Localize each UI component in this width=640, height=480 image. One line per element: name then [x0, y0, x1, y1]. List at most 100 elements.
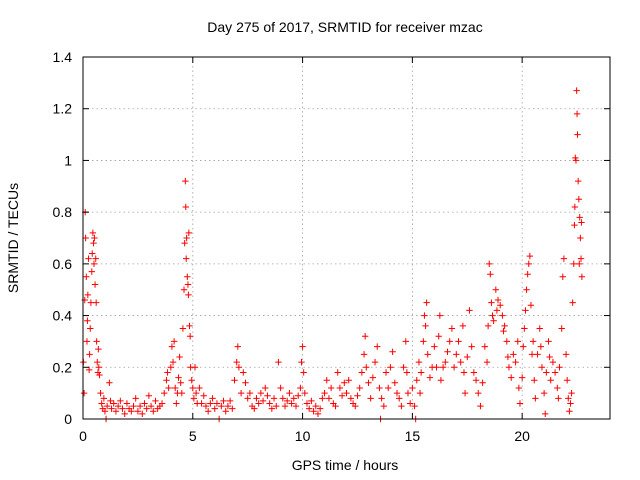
data-point — [253, 395, 260, 402]
data-point — [312, 402, 319, 410]
data-point — [323, 377, 330, 384]
data-point — [237, 389, 245, 397]
data-point — [220, 397, 227, 405]
y-tick-label: 1.4 — [53, 49, 73, 65]
data-point — [92, 255, 99, 262]
data-point — [231, 377, 238, 384]
data-point — [365, 379, 372, 386]
data-point — [165, 384, 172, 392]
data-point — [547, 377, 554, 384]
data-point — [537, 343, 545, 350]
data-point — [575, 196, 583, 203]
data-point — [431, 343, 438, 350]
data-point — [95, 364, 103, 371]
data-point — [490, 317, 497, 324]
x-tick-label: 0 — [79, 428, 87, 444]
data-point — [545, 338, 552, 345]
data-point — [382, 369, 390, 376]
data-points — [80, 87, 586, 423]
data-point — [299, 343, 306, 350]
data-point — [460, 369, 468, 376]
data-point — [182, 177, 189, 185]
y-tick-label: 0.4 — [53, 308, 73, 324]
data-point — [110, 400, 117, 407]
data-point — [90, 260, 98, 268]
data-point — [294, 392, 302, 399]
y-tick-label: 1 — [64, 152, 72, 168]
data-point — [89, 229, 97, 237]
data-point — [179, 325, 187, 332]
data-point — [186, 322, 193, 330]
data-point — [406, 400, 414, 407]
data-point — [305, 405, 313, 412]
data-point — [279, 395, 287, 402]
data-point — [450, 364, 458, 371]
data-point — [284, 397, 291, 405]
data-point — [424, 351, 431, 358]
data-point — [525, 260, 532, 268]
data-point — [389, 348, 396, 355]
data-point — [173, 400, 180, 407]
chart-title: Day 275 of 2017, SRMTID for receiver mza… — [207, 19, 482, 35]
data-point — [363, 364, 370, 371]
data-point — [528, 351, 536, 358]
data-point — [281, 402, 289, 410]
data-point — [500, 327, 507, 335]
y-tick-label: 0.2 — [53, 359, 73, 375]
data-point — [172, 384, 179, 392]
data-point — [180, 286, 188, 293]
data-point — [560, 255, 568, 262]
data-point — [521, 325, 528, 332]
data-point — [204, 408, 212, 415]
data-point — [235, 364, 243, 371]
data-point — [444, 348, 451, 355]
data-point — [554, 384, 561, 392]
data-point — [288, 400, 295, 407]
data-point — [501, 322, 508, 330]
data-point — [200, 392, 207, 399]
data-point — [402, 338, 409, 345]
data-point — [242, 379, 249, 386]
data-point — [222, 408, 229, 415]
data-point — [211, 405, 218, 412]
data-point — [534, 351, 541, 358]
data-point — [150, 408, 157, 415]
data-point — [164, 369, 171, 376]
data-point — [301, 389, 308, 397]
data-point — [542, 410, 549, 418]
data-point — [290, 395, 297, 402]
data-point — [325, 395, 333, 402]
data-point — [94, 358, 101, 366]
data-point — [574, 177, 582, 185]
x-tick-label: 5 — [189, 428, 197, 444]
data-point — [499, 312, 506, 319]
data-point — [374, 343, 381, 350]
data-point — [461, 389, 469, 397]
data-point — [497, 302, 504, 309]
data-point — [563, 377, 571, 384]
data-point — [117, 397, 124, 405]
data-point — [572, 157, 580, 164]
data-point — [257, 389, 265, 397]
data-point — [487, 271, 494, 278]
data-point — [527, 302, 535, 309]
data-point — [486, 260, 493, 268]
data-point — [198, 400, 205, 407]
data-point — [132, 395, 139, 402]
data-point — [207, 400, 214, 407]
data-point — [188, 377, 195, 384]
data-point — [574, 131, 581, 138]
data-point — [209, 395, 216, 402]
data-point — [571, 203, 579, 211]
data-point — [189, 384, 196, 392]
data-point — [578, 219, 585, 226]
data-point — [522, 307, 529, 314]
data-point — [446, 338, 453, 345]
data-point — [101, 408, 109, 415]
data-point — [568, 389, 575, 397]
data-point — [175, 374, 182, 381]
data-point — [182, 203, 189, 211]
y-tick-label: 1.2 — [53, 101, 73, 117]
data-point — [88, 268, 95, 275]
data-point — [87, 325, 94, 332]
